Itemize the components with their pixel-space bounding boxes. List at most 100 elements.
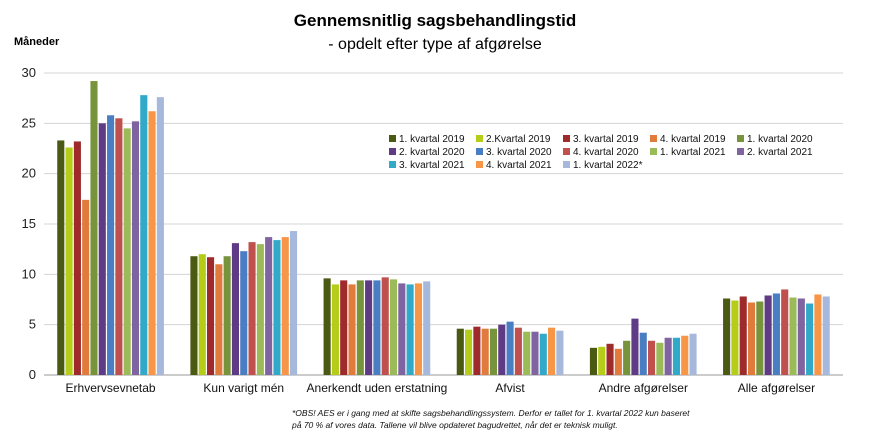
bar — [73, 141, 81, 375]
legend-entry: 3. kvartal 2021 — [399, 160, 465, 171]
bar — [656, 342, 664, 375]
bar — [223, 256, 231, 375]
bar — [739, 296, 747, 375]
legend-swatch — [737, 135, 744, 142]
legend-entry: 1. kvartal 2019 — [399, 134, 465, 145]
bar — [747, 302, 756, 375]
legend-swatch — [563, 135, 570, 142]
bar — [822, 296, 830, 375]
bar — [614, 348, 622, 375]
footnote-line-1: *OBS! AES er i gang med at skifte sagsbe… — [292, 408, 690, 418]
bar — [290, 231, 298, 375]
bar — [814, 294, 822, 375]
bar — [664, 337, 672, 375]
bar — [781, 289, 789, 375]
chart-title: Gennemsnitlig sagsbehandlingstid — [294, 11, 576, 30]
x-category-label: Afvist — [495, 381, 525, 395]
bar — [531, 331, 539, 375]
bar — [806, 303, 814, 375]
bar — [107, 115, 115, 375]
y-axis-label: Måneder — [14, 36, 60, 48]
bar — [323, 278, 331, 375]
x-axis-categories: Erhvervsevnetab Kun varigt mén Anerkendt u… — [66, 381, 816, 395]
bar — [589, 347, 597, 375]
legend-swatch — [476, 135, 483, 142]
bar — [723, 298, 731, 375]
y-tick-label: 10 — [22, 266, 36, 281]
legend-entry: 2.Kvartal 2019 — [486, 134, 551, 145]
bar — [207, 257, 215, 375]
x-category-label: Kun varigt mén — [203, 381, 284, 395]
bar — [523, 331, 531, 375]
bar — [556, 330, 564, 375]
bar — [648, 340, 656, 375]
legend-entry: 3. kvartal 2020 — [486, 147, 552, 158]
legend-entry: 4. kvartal 2019 — [660, 134, 726, 145]
bar — [90, 81, 98, 375]
bar — [57, 140, 65, 375]
legend-entry: 4. kvartal 2021 — [486, 160, 552, 171]
bar — [473, 326, 481, 375]
bar — [331, 284, 339, 375]
bar — [389, 279, 398, 375]
y-tick-label: 0 — [29, 367, 36, 382]
bar — [131, 121, 140, 375]
bar — [797, 298, 805, 375]
x-category-label: Erhvervsevnetab — [66, 381, 156, 395]
bar — [82, 199, 90, 375]
bar — [156, 97, 164, 375]
bar — [681, 335, 689, 375]
bar — [398, 283, 406, 375]
legend-swatch — [650, 135, 657, 142]
bar — [256, 244, 264, 375]
bar — [672, 337, 680, 375]
legend-entry: 2. kvartal 2021 — [747, 147, 813, 158]
bar — [506, 321, 514, 375]
bar — [756, 301, 764, 375]
bar — [539, 333, 547, 375]
bar — [231, 243, 239, 375]
bar — [98, 123, 106, 375]
bar — [406, 284, 414, 375]
legend-swatch — [563, 161, 570, 168]
legend-swatch — [476, 161, 483, 168]
legend-entry: 1. kvartal 2022* — [573, 160, 643, 171]
bar — [190, 256, 198, 375]
footnote-line-2: på 70 % af vores data. Tallene vil blive… — [291, 420, 618, 430]
legend-swatch — [389, 135, 396, 142]
bar — [198, 254, 206, 375]
bar — [623, 340, 631, 375]
legend-swatch — [650, 148, 657, 155]
bar — [789, 297, 797, 375]
bar — [423, 281, 431, 375]
bar — [548, 327, 556, 375]
bar — [456, 328, 464, 375]
x-category-label: Andre afgørelser — [599, 381, 688, 395]
bar — [414, 283, 422, 375]
y-tick-label: 30 — [22, 65, 36, 80]
bar — [123, 128, 131, 375]
bar — [281, 237, 289, 375]
bar — [248, 242, 256, 375]
legend: 1. kvartal 2019 2.Kvartal 2019 3. kvartal … — [389, 134, 813, 171]
legend-entry: 4. kvartal 2020 — [573, 147, 639, 158]
bar — [215, 264, 223, 375]
legend-entry: 2. kvartal 2020 — [399, 147, 465, 158]
y-tick-label: 20 — [22, 166, 36, 181]
bar — [514, 327, 522, 375]
y-tick-label: 15 — [22, 216, 36, 231]
y-tick-label: 25 — [22, 115, 36, 130]
bar — [631, 318, 639, 375]
legend-swatch — [737, 148, 744, 155]
bar — [489, 328, 498, 375]
bar — [65, 147, 73, 375]
bar — [598, 346, 606, 375]
bar — [772, 293, 780, 375]
bar — [731, 300, 739, 375]
bars — [57, 81, 830, 376]
bar — [373, 280, 381, 375]
bar — [115, 118, 123, 376]
bar — [639, 332, 647, 375]
legend-swatch — [563, 148, 570, 155]
